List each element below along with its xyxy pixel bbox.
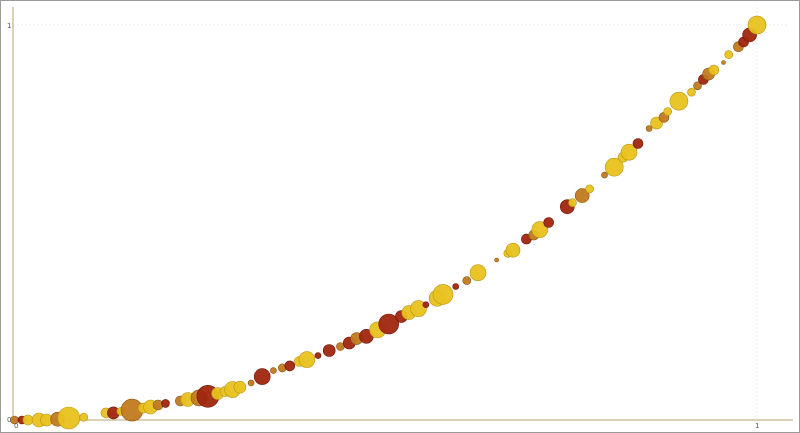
data-point-48 xyxy=(494,257,499,263)
data-point-50 xyxy=(505,242,521,258)
data-point-64 xyxy=(645,125,653,132)
points xyxy=(10,15,767,430)
data-point-44 xyxy=(432,284,454,305)
data-point-32 xyxy=(322,344,336,357)
data-point-2 xyxy=(22,414,34,426)
data-point-56 xyxy=(568,198,577,207)
data-point-54 xyxy=(543,217,555,228)
data-point-31 xyxy=(314,352,322,359)
data-point-57 xyxy=(574,188,590,203)
data-point-73 xyxy=(708,64,720,76)
data-point-58 xyxy=(585,184,594,194)
y-tick-label-0: 0 xyxy=(7,416,11,424)
data-point-60 xyxy=(604,157,624,177)
data-point-62 xyxy=(620,143,638,161)
data-point-28 xyxy=(284,360,296,372)
data-point-38 xyxy=(378,313,400,335)
data-point-63 xyxy=(632,138,644,149)
data-point-26 xyxy=(270,367,277,374)
y-tick-label-1: 1 xyxy=(7,22,11,30)
x-tick-label-1: 1 xyxy=(755,422,759,430)
data-point-46 xyxy=(462,276,472,285)
data-point-68 xyxy=(669,91,689,111)
grid xyxy=(13,7,787,420)
data-point-25 xyxy=(253,368,271,385)
x-tick-label-0: 0 xyxy=(14,422,18,430)
data-point-69 xyxy=(687,87,696,97)
data-point-53 xyxy=(531,221,549,238)
data-point-74 xyxy=(721,60,726,65)
data-point-59 xyxy=(601,171,608,179)
data-point-70 xyxy=(693,81,702,91)
data-point-7 xyxy=(79,412,88,422)
data-point-30 xyxy=(298,351,316,368)
data-point-79 xyxy=(747,15,767,35)
data-point-47 xyxy=(469,264,487,282)
data-point-15 xyxy=(161,399,170,408)
data-point-24 xyxy=(247,379,255,387)
tick-labels: 0 1 0 1 xyxy=(7,22,759,430)
data-point-42 xyxy=(422,301,430,309)
axes xyxy=(12,7,793,421)
data-point-67 xyxy=(663,107,673,116)
data-point-41 xyxy=(410,300,427,317)
data-point-45 xyxy=(452,283,460,290)
data-point-75 xyxy=(724,50,734,59)
data-point-6 xyxy=(57,406,81,430)
data-point-23 xyxy=(233,380,247,394)
